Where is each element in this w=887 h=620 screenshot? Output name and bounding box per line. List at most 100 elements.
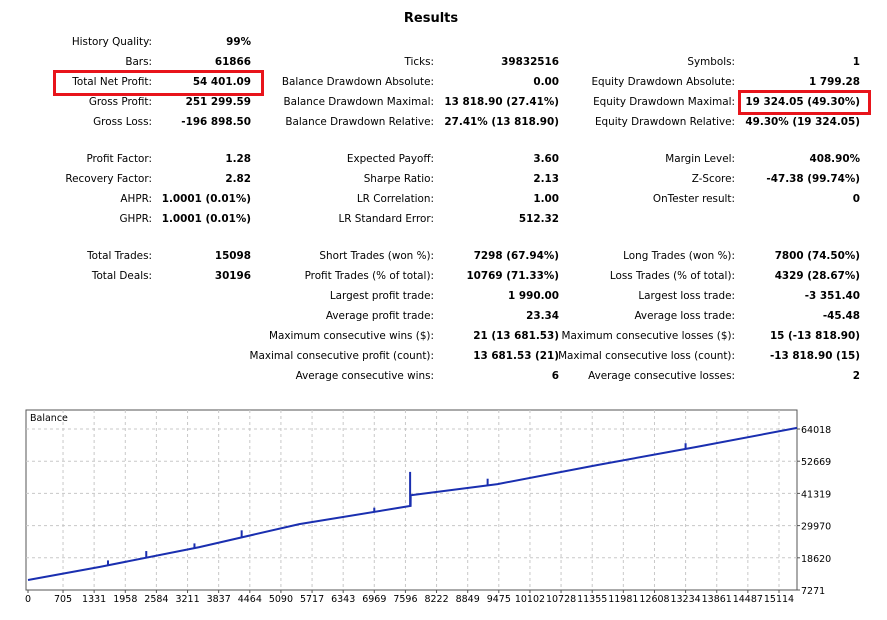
x-tick-label: 9475 [487,594,511,605]
balance-drawdown-relative-value: 27.41% (13 818.90) [444,116,559,128]
x-tick-label: 6969 [362,594,386,605]
ghpr-label: GHPR: [119,213,152,225]
x-tick-label: 1958 [113,594,137,605]
maximal-consecutive-loss-count-value: -13 818.90 (15) [769,350,860,362]
x-tick-label: 0 [25,594,31,605]
profit-factor-value: 1.28 [225,153,251,165]
expected-payoff-value: 3.60 [533,153,559,165]
average-profit-trade-label: Average profit trade: [325,310,434,322]
y-tick-label: 52669 [801,457,831,468]
largest-profit-trade-value: 1 990.00 [508,290,559,302]
recovery-factor-value: 2.82 [225,173,251,185]
total-net-profit-value: 54 401.09 [192,76,251,88]
long-trades-won-label: Long Trades (won %): [623,250,735,262]
y-tick-label: 64018 [801,425,831,436]
x-tick-label: 4464 [238,594,262,605]
x-tick-label: 2584 [144,594,168,605]
bars-label: Bars: [125,56,152,68]
z-score-label: Z-Score: [691,173,735,185]
balance-drawdown-maximal-label: Balance Drawdown Maximal: [283,96,434,108]
ontester-result-value: 0 [852,193,860,205]
sharpe-ratio-value: 2.13 [533,173,559,185]
maximal-consecutive-profit-count-value: 13 681.53 (21) [473,350,559,362]
symbols-label: Symbols: [687,56,735,68]
short-trades-won-value: 7298 (67.94%) [473,250,559,262]
lr-correlation-value: 1.00 [533,193,559,205]
margin-level-label: Margin Level: [665,153,735,165]
y-tick-label: 7271 [801,586,825,597]
x-tick-label: 11355 [577,594,607,605]
x-tick-label: 15114 [764,594,794,605]
y-tick-label: 29970 [801,522,831,533]
average-loss-trade-value: -45.48 [822,310,860,322]
ahpr-label: AHPR: [120,193,152,205]
ticks-label: Ticks: [404,56,434,68]
average-consecutive-losses-value: 2 [852,370,860,382]
x-tick-label: 13234 [670,594,700,605]
balance-drawdown-absolute-label: Balance Drawdown Absolute: [281,76,434,88]
total-net-profit-label: Total Net Profit: [72,76,152,88]
largest-profit-trade-label: Largest profit trade: [329,290,434,302]
x-tick-label: 14487 [733,594,763,605]
x-tick-label: 5090 [269,594,293,605]
x-tick-label: 11981 [608,594,638,605]
z-score-value: -47.38 (99.74%) [766,173,860,185]
lr-standard-error-label: LR Standard Error: [338,213,434,225]
average-consecutive-wins-label: Average consecutive wins: [295,370,434,382]
profit-trades-of-total-value: 10769 (71.33%) [466,270,559,282]
average-consecutive-losses-label: Average consecutive losses: [588,370,735,382]
chart-title: Balance [30,413,68,424]
maximum-consecutive-losses-label: Maximum consecutive losses ($): [561,330,735,342]
balance-chart: 0 705 1331 1958 2584 3211 3837 4464 5090 5717 6343… [25,409,831,605]
maximal-consecutive-profit-count-label: Maximal consecutive profit (count): [249,350,434,362]
highlight-equity-drawdown-maximal [738,90,871,115]
balance-drawdown-absolute-value: 0.00 [533,76,559,88]
average-consecutive-wins-value: 6 [551,370,559,382]
short-trades-won-label: Short Trades (won %): [319,250,434,262]
margin-level-value: 408.90% [809,153,860,165]
loss-trades-of-total-value: 4329 (28.67%) [774,270,860,282]
equity-drawdown-absolute-value: 1 799.28 [809,76,860,88]
results-title: Results [403,11,459,26]
balance-drawdown-relative-label: Balance Drawdown Relative: [285,116,434,128]
x-tick-label: 3837 [207,594,231,605]
x-tick-label: 10728 [546,594,576,605]
bars-value: 61866 [214,56,251,68]
ticks-value: 39832516 [501,56,559,68]
x-tick-label: 3211 [175,594,199,605]
profit-trades-of-total-label: Profit Trades (% of total): [304,270,434,282]
long-trades-won-value: 7800 (74.50%) [774,250,860,262]
average-loss-trade-label: Average loss trade: [634,310,735,322]
ahpr-value: 1.0001 (0.01%) [161,193,251,205]
largest-loss-trade-label: Largest loss trade: [638,290,735,302]
maximum-consecutive-wins-label: Maximum consecutive wins ($): [269,330,434,342]
x-tick-label: 8222 [424,594,448,605]
x-tick-label: 12608 [639,594,669,605]
y-tick-label: 18620 [801,554,831,565]
x-tick-label: 7596 [393,594,417,605]
gross-profit-value: 251 299.59 [185,96,251,108]
highlight-total-net-profit [53,70,264,96]
equity-drawdown-relative-value: 49.30% (19 324.05) [745,116,860,128]
total-deals-value: 30196 [214,270,251,282]
maximum-consecutive-losses-value: 15 (-13 818.90) [769,330,860,342]
symbols-value: 1 [852,56,860,68]
x-tick-label: 705 [54,594,72,605]
x-tick-label: 13861 [702,594,732,605]
total-deals-label: Total Deals: [91,270,152,282]
x-tick-label: 1331 [82,594,106,605]
recovery-factor-label: Recovery Factor: [65,173,152,185]
profit-factor-label: Profit Factor: [86,153,152,165]
largest-loss-trade-value: -3 351.40 [804,290,860,302]
loss-trades-of-total-label: Loss Trades (% of total): [609,270,735,282]
total-trades-value: 15098 [214,250,251,262]
x-tick-label: 10102 [515,594,545,605]
maximum-consecutive-wins-value: 21 (13 681.53) [473,330,559,342]
history-quality-value: 99% [226,36,251,48]
x-tick-label: 6343 [331,594,355,605]
equity-drawdown-maximal-label: Equity Drawdown Maximal: [593,96,735,108]
balance-drawdown-maximal-value: 13 818.90 (27.41%) [444,96,559,108]
lr-standard-error-value: 512.32 [518,213,559,225]
ghpr-value: 1.0001 (0.01%) [161,213,251,225]
equity-drawdown-relative-label: Equity Drawdown Relative: [594,116,735,128]
